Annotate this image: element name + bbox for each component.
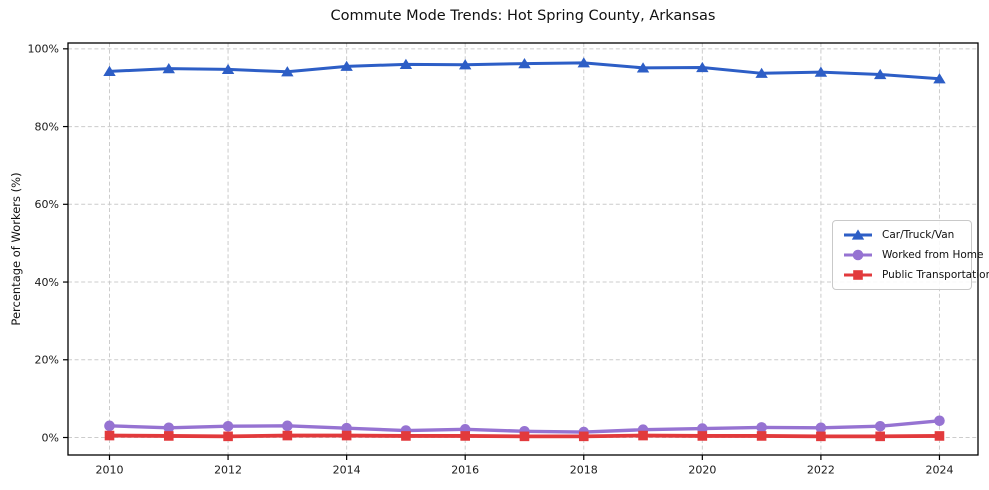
x-tick-label: 2024 [925,464,953,477]
axis-tick-labels: 2010 2012 2014 2016 2018 2020 2022 2024 0% 20% 40%… [28,43,954,477]
legend-item-worked-from-home: Worked from Home [842,248,983,262]
plot-spines [67,42,979,456]
x-tick-label: 2018 [570,464,598,477]
x-tick-label: 2014 [333,464,361,477]
y-tick-label: 40% [35,276,59,289]
y-axis-label: Percentage of Workers (%) [9,172,23,326]
series-public-transportation [104,430,945,442]
legend-label: Worked from Home [882,248,984,261]
x-tick-label: 2016 [451,464,479,477]
x-tick-label: 2010 [95,464,123,477]
legend-label: Car/Truck/Van [882,228,955,241]
y-tick-label: 100% [28,43,59,56]
car-truck-van-legend-marker-icon [844,229,872,240]
gridlines [68,43,978,455]
legend-item-public-transportation: Public Transportation [842,268,989,282]
y-tick-label: 60% [35,198,59,211]
legend-label: Public Transportation [882,268,989,281]
legend-item-car-truck-van: Car/Truck/Van [842,228,962,242]
y-tick-label: 80% [35,120,59,133]
x-tick-label: 2012 [214,464,242,477]
worked-from-home-legend-marker-icon [844,249,872,261]
axis-ticks [63,48,941,460]
x-tick-label: 2020 [688,464,716,477]
public-transportation-legend-marker-icon [844,270,872,280]
y-tick-label: 0% [42,431,59,444]
chart-title: Commute Mode Trends: Hot Spring County, … [330,8,716,24]
y-tick-label: 20% [35,354,59,367]
x-tick-label: 2022 [807,464,835,477]
legend: Car/Truck/Van Worked from Home Public Tr… [832,220,989,290]
series-car-truck-van [103,57,946,84]
